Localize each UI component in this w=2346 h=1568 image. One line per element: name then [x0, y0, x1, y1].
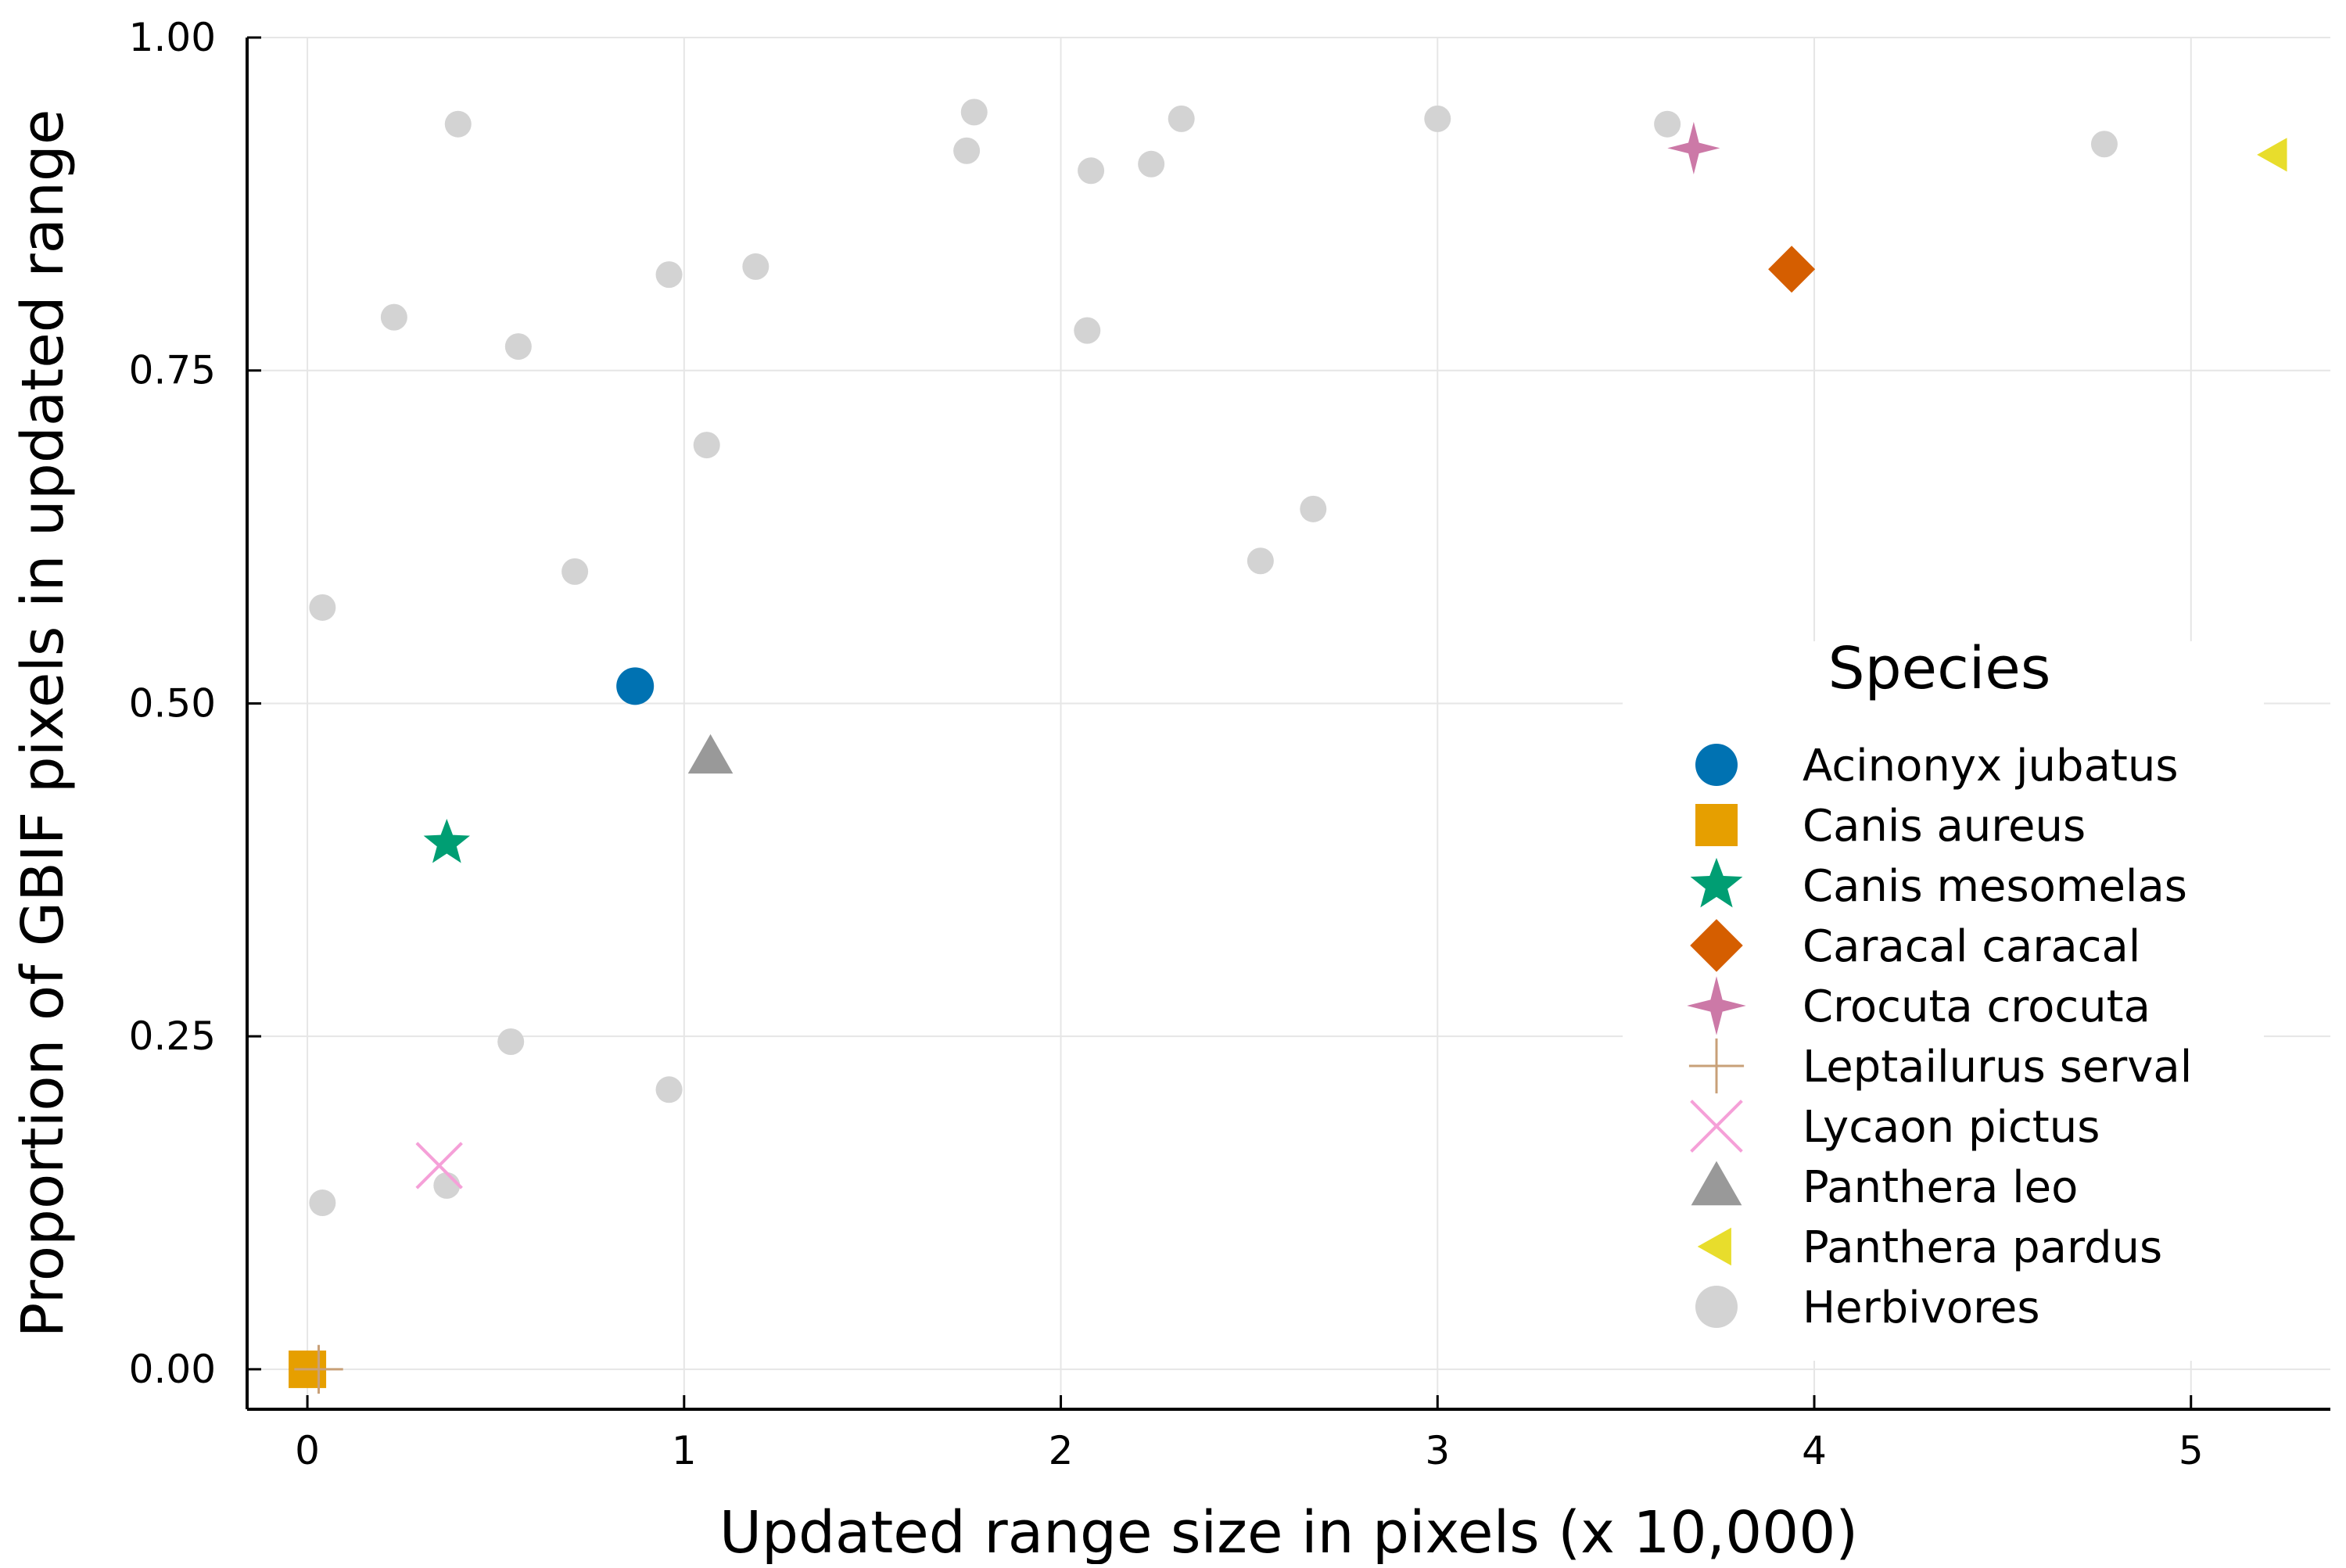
legend-title: Species: [1828, 635, 2051, 702]
point-herbivores: [693, 432, 720, 459]
point-herbivores: [953, 137, 981, 164]
point-leptailurus-serval: [294, 1344, 343, 1394]
point-canis-mesomelas: [423, 819, 470, 863]
legend-marker-canis-aureus: [1695, 804, 1738, 846]
legend-label-acinonyx-jubatus: Acinonyx jubatus: [1803, 741, 2179, 791]
point-herbivores: [433, 1172, 461, 1199]
legend-marker-canis-mesomelas: [1690, 857, 1743, 908]
legend-marker-lycaon-pictus: [1690, 1100, 1743, 1153]
point-acinonyx-jubatus: [616, 667, 655, 705]
y-tick-label: 0.75: [129, 348, 216, 393]
point-herbivores: [655, 261, 683, 289]
x-tick-label: 1: [672, 1428, 697, 1473]
point-herbivores: [497, 1028, 525, 1055]
x-tick-label: 5: [2179, 1428, 2204, 1473]
legend-label-herbivores: Herbivores: [1803, 1283, 2040, 1333]
point-herbivores: [1078, 157, 1105, 185]
x-axis-title: Updated range size in pixels (x 10,000): [719, 1499, 1858, 1564]
legend-label-caracal-caracal: Caracal caracal: [1803, 921, 2140, 972]
x-tick-label: 4: [1802, 1428, 1827, 1473]
point-herbivores: [1300, 495, 1327, 522]
legend-label-panthera-leo: Panthera leo: [1803, 1162, 2078, 1213]
axes: 0 1 2 3 4 5 0.00 0.25 0.50 0.75 1.00: [129, 15, 2330, 1473]
point-herbivores: [444, 110, 472, 138]
point-herbivores: [742, 253, 769, 280]
x-tick-label: 0: [295, 1428, 320, 1473]
legend-marker-crocuta-crocuta: [1687, 976, 1746, 1035]
point-herbivores: [1168, 105, 1195, 132]
point-herbivores: [1654, 110, 1681, 138]
legend-marker-panthera-pardus: [1697, 1227, 1731, 1266]
point-herbivores: [655, 1076, 683, 1103]
legend-marker-caracal-caracal: [1690, 919, 1743, 972]
point-herbivores: [380, 303, 407, 331]
legend-marker-acinonyx-jubatus: [1695, 744, 1738, 786]
point-crocuta-crocuta: [1667, 121, 1720, 174]
y-axis-title: Proportion of GBIF pixels in updated ran…: [9, 109, 77, 1338]
point-herbivores: [309, 1189, 336, 1217]
legend-label-canis-aureus: Canis aureus: [1803, 801, 2086, 852]
point-panthera-pardus: [2257, 138, 2287, 172]
point-herbivores: [1247, 547, 1274, 575]
point-herbivores: [504, 333, 532, 361]
legend-label-lycaon-pictus: Lycaon pictus: [1803, 1102, 2100, 1153]
point-herbivores: [1138, 150, 1165, 178]
point-lycaon-pictus: [415, 1142, 463, 1189]
legend-label-crocuta-crocuta: Crocuta crocuta: [1803, 981, 2150, 1032]
legend-label-canis-mesomelas: Canis mesomelas: [1803, 861, 2187, 912]
point-herbivores: [561, 558, 589, 585]
legend-marker-panthera-leo: [1691, 1161, 1742, 1206]
data-points: [289, 99, 2287, 1394]
point-herbivores: [2090, 131, 2118, 158]
x-tick-label: 3: [1425, 1428, 1450, 1473]
point-panthera-leo: [687, 734, 734, 774]
y-tick-label: 1.00: [129, 15, 216, 60]
legend: Species Acinonyx jubatus Canis aureus Cani…: [1623, 635, 2264, 1361]
y-tick-label: 0.50: [129, 680, 216, 726]
point-herbivores: [1074, 317, 1101, 344]
legend-label-panthera-pardus: Panthera pardus: [1803, 1222, 2162, 1273]
point-caracal-caracal: [1768, 246, 1816, 293]
y-tick-label: 0.00: [129, 1347, 216, 1392]
point-herbivores: [960, 99, 988, 126]
y-tick-label: 0.25: [129, 1014, 216, 1059]
legend-marker-herbivores: [1695, 1286, 1738, 1328]
legend-marker-leptailurus-serval: [1688, 1038, 1745, 1094]
point-herbivores: [309, 594, 336, 621]
legend-label-leptailurus-serval: Leptailurus serval: [1803, 1042, 2192, 1093]
x-tick-label: 2: [1049, 1428, 1074, 1473]
point-herbivores: [1424, 105, 1451, 132]
